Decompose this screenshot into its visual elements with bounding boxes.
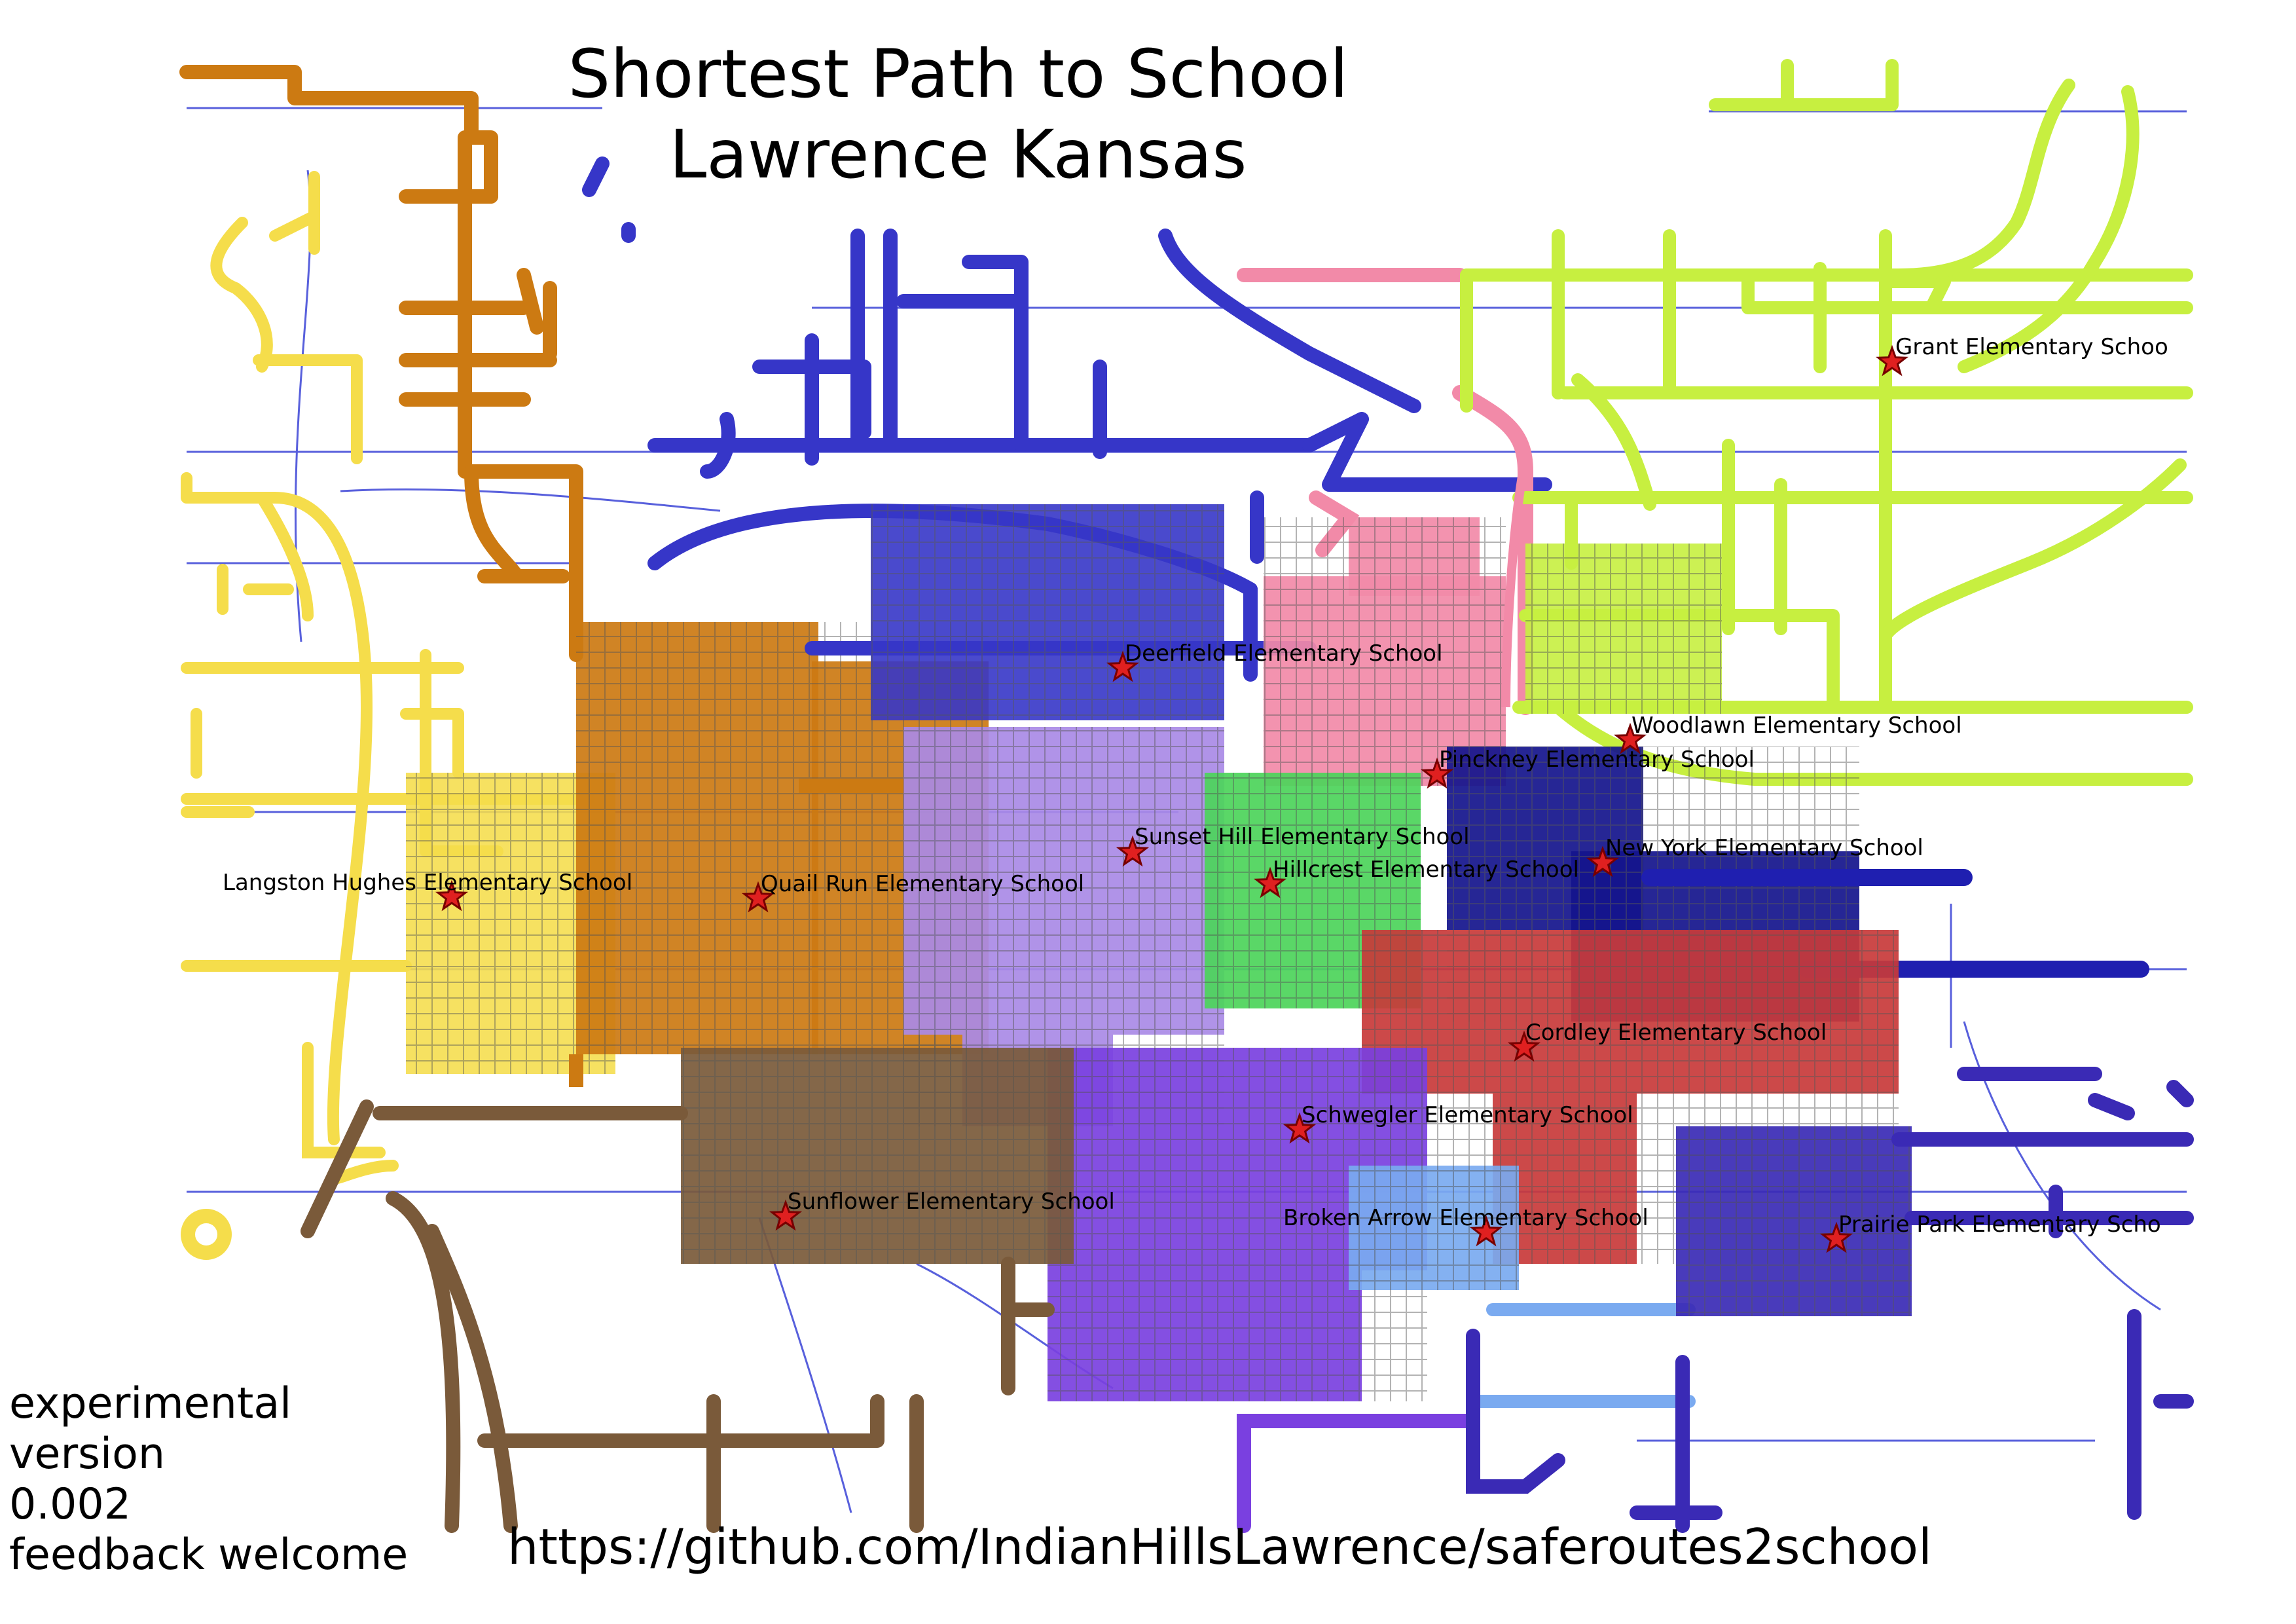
version-note-line-4: feedback welcome (9, 1530, 409, 1579)
star-icon (1253, 866, 1287, 898)
school-label: Sunset Hill Elementary School (1135, 824, 1470, 850)
star-icon (1106, 650, 1140, 682)
school-label: Broken Arrow Elementary School (1283, 1205, 1649, 1231)
version-note: experimental version 0.002 feedback welc… (9, 1378, 408, 1580)
star-icon (1586, 845, 1620, 877)
school-label: Cordley Elementary School (1525, 1020, 1827, 1046)
map-title-line-2: Lawrence Kansas (669, 116, 1247, 194)
version-note-line-3: 0.002 (9, 1480, 132, 1529)
school-markers (435, 344, 1909, 1253)
star-icon (1819, 1221, 1853, 1253)
school-label: Pinckney Elementary School (1439, 747, 1755, 773)
school-label: New York Elementary School (1605, 835, 1923, 861)
school-label: Grant Elementary Schoo (1895, 334, 2168, 360)
star-icon (1875, 344, 1909, 377)
star-icon (1613, 722, 1647, 754)
school-label: Quail Run Elementary School (761, 871, 1085, 897)
star-icon (741, 881, 775, 913)
star-icon (1116, 835, 1150, 867)
star-icon (1507, 1030, 1541, 1062)
map-title-line-1: Shortest Path to School (568, 35, 1349, 113)
star-icon (1420, 757, 1454, 789)
star-icon (435, 879, 469, 912)
repository-url[interactable]: https://github.com/IndianHillsLawrence/s… (507, 1518, 1932, 1576)
school-label: Hillcrest Elementary School (1273, 857, 1579, 883)
region-langston-hughes (181, 171, 595, 1260)
star-icon (1283, 1112, 1317, 1144)
school-label: Woodlawn Elementary School (1631, 712, 1962, 739)
school-label: Prairie Park Elementary Scho (1838, 1211, 2161, 1238)
version-note-line-1: experimental (9, 1379, 292, 1428)
school-label: Sunflower Elementary School (788, 1189, 1115, 1215)
version-note-line-2: version (9, 1430, 166, 1479)
star-icon (769, 1199, 803, 1231)
region-quail-run (179, 65, 583, 662)
school-label: Schwegler Elementary School (1302, 1102, 1633, 1128)
school-label: Langston Hughes Elementary School (223, 870, 633, 896)
star-icon (1469, 1215, 1503, 1247)
school-label: Deerfield Elementary School (1125, 640, 1443, 667)
